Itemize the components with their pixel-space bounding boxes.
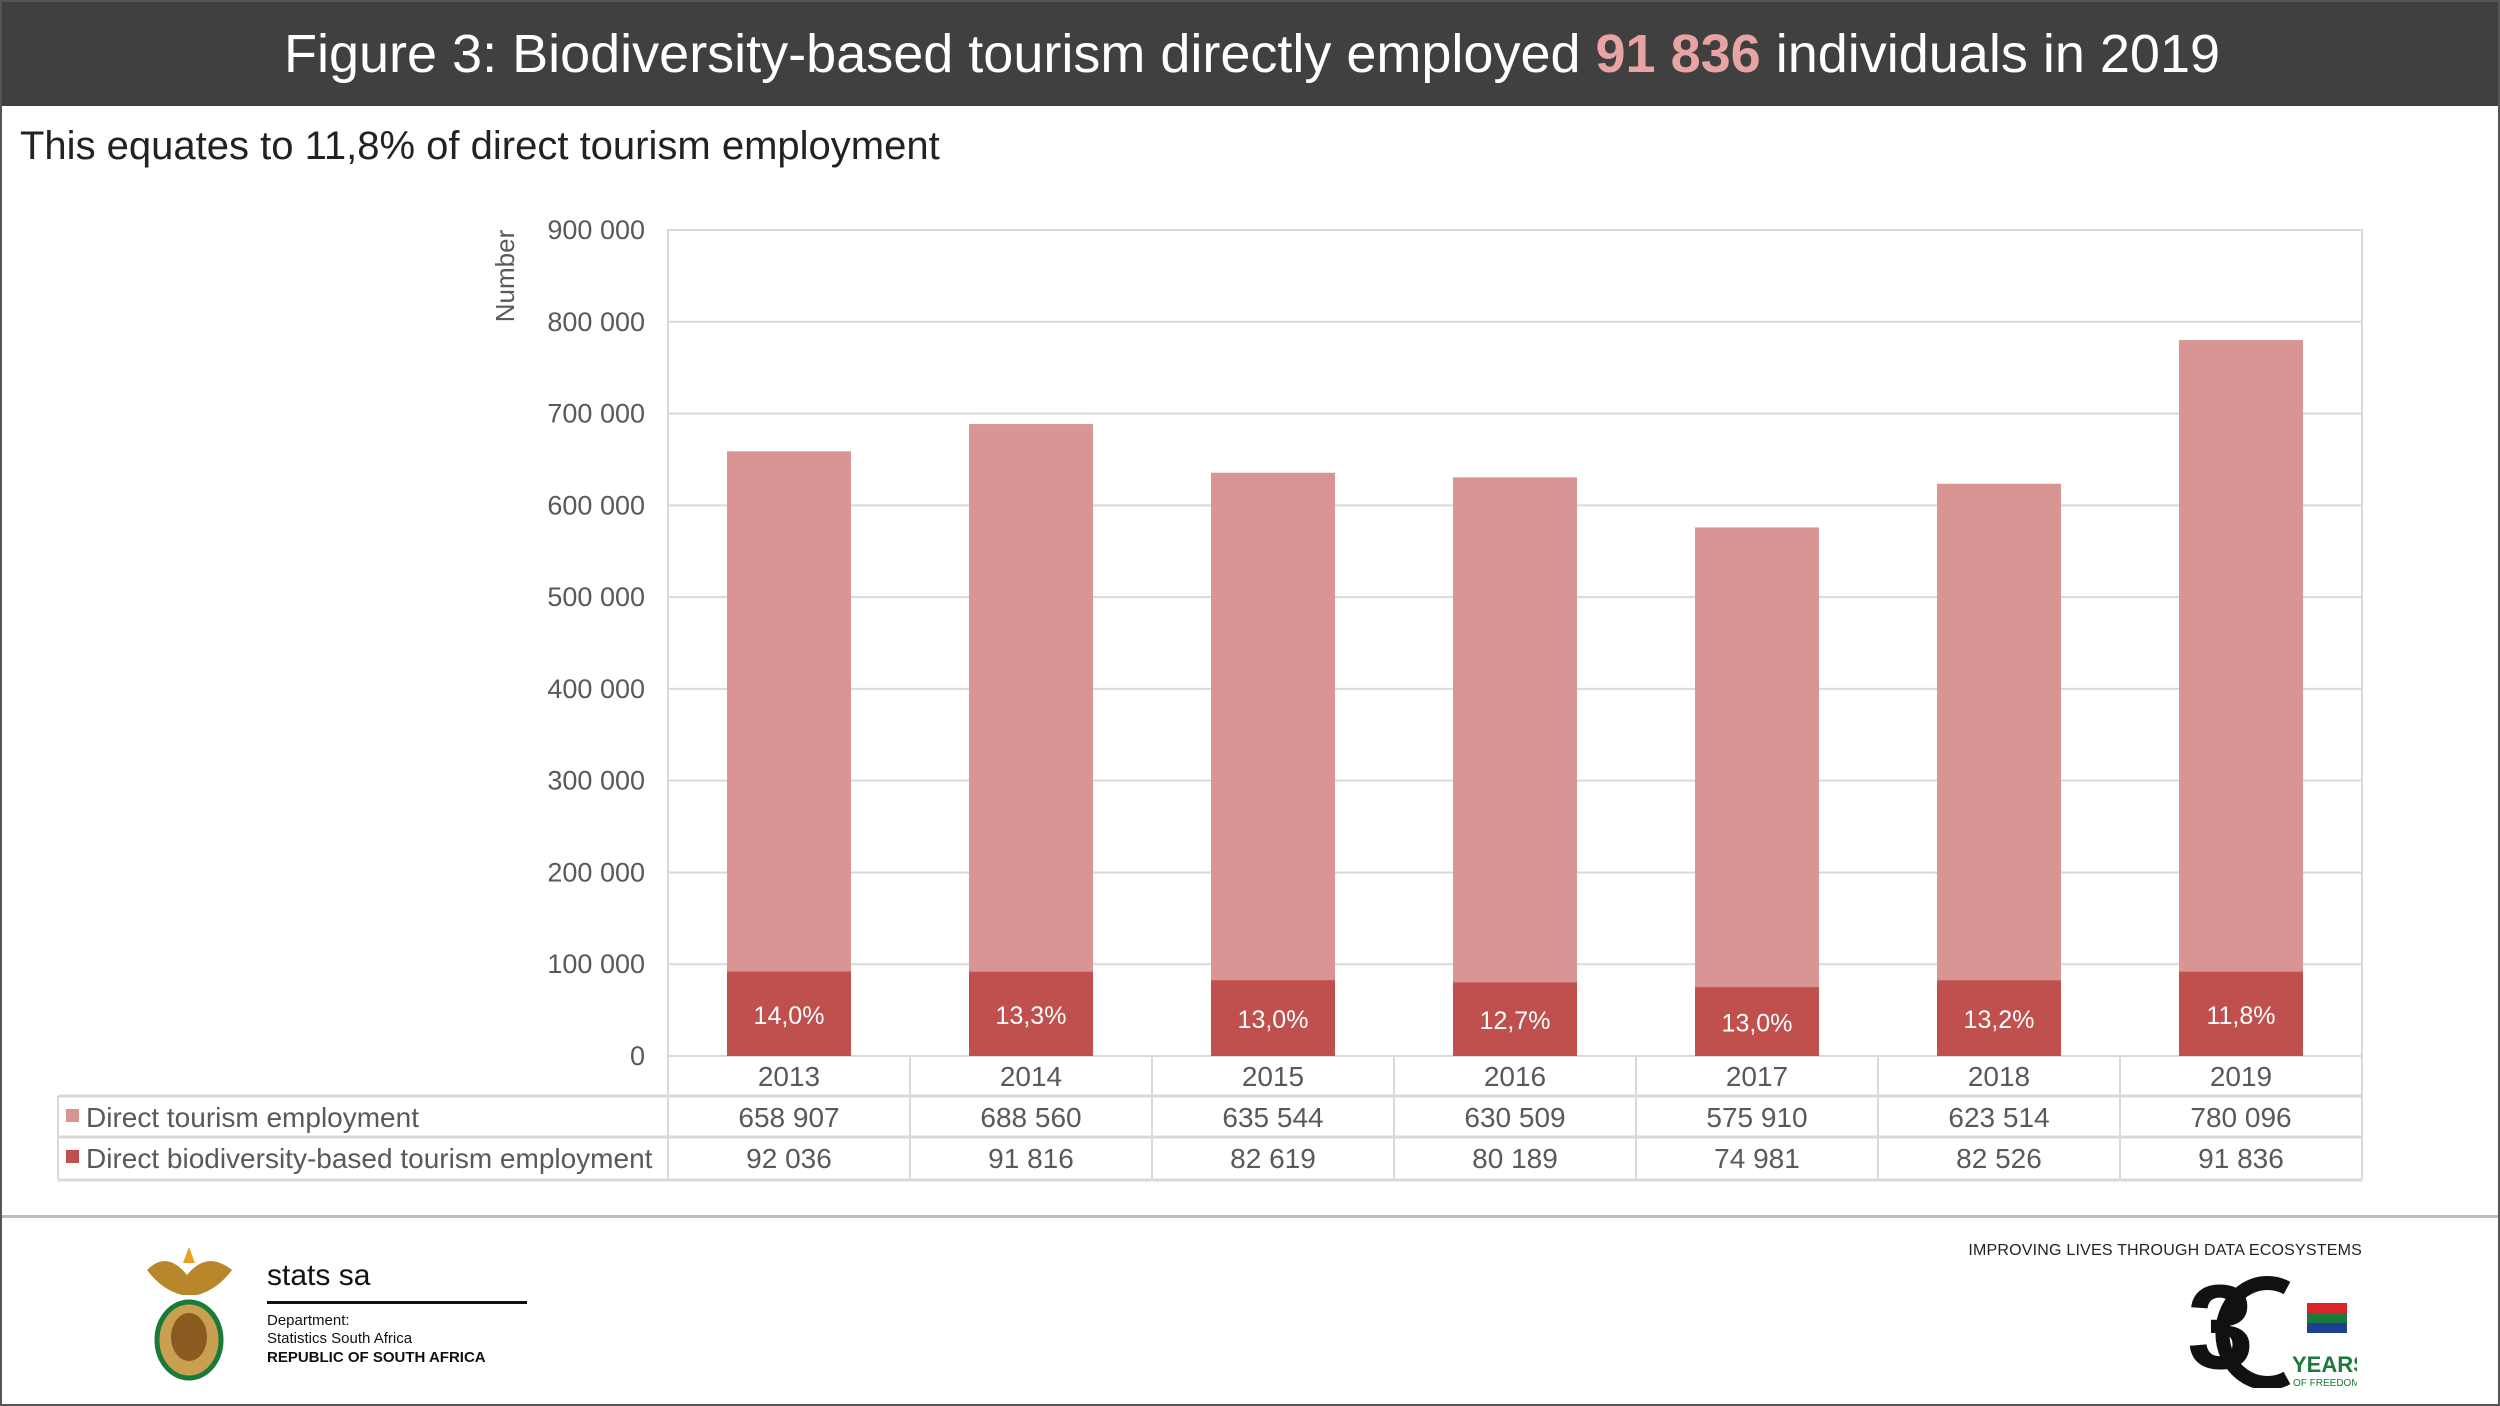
bar-direct-tourism [727, 451, 851, 1057]
table-cell: 82 526 [1956, 1143, 2042, 1174]
table-cell: 630 509 [1464, 1102, 1565, 1133]
bar-biodiversity-tourism [1695, 987, 1819, 1056]
y-tick-label: 0 [630, 1041, 645, 1071]
stacked-bar-chart: 0 100 000 200 000 300 000 400 000 500 000 600 … [57, 215, 2363, 1182]
table-cell: 658 907 [738, 1102, 839, 1133]
table-cell: 80 189 [1472, 1143, 1558, 1174]
30-years-of-freedom-logo: 3 YEARS OF FREEDOM [2187, 1268, 2357, 1388]
y-tick-label: 500 000 [547, 582, 645, 612]
data-label-percent: 13,0% [1238, 1006, 1309, 1034]
table-cell: 92 036 [746, 1143, 832, 1174]
bar-biodiversity-tourism [2179, 971, 2303, 1056]
subtitle: This equates to 11,8% of direct tourism … [20, 124, 940, 168]
org-name: Statistics South Africa [267, 1330, 413, 1347]
table-cell: 575 910 [1706, 1102, 1807, 1133]
bar-biodiversity-tourism [1211, 980, 1335, 1056]
data-label-percent: 11,8% [2206, 1002, 2275, 1030]
x-tick-label: 2013 [758, 1061, 820, 1092]
y-tick-label: 400 000 [547, 674, 645, 704]
y-tick-label: 300 000 [547, 766, 645, 796]
table-cell: 623 514 [1948, 1102, 2049, 1133]
y-tick-label: 100 000 [547, 949, 645, 979]
freedom-label: OF FREEDOM [2293, 1378, 2357, 1388]
bar-biodiversity-tourism [1937, 980, 2061, 1056]
tagline: IMPROVING LIVES THROUGH DATA ECOSYSTEMS [1968, 1242, 2362, 1259]
years-label: YEARS [2292, 1352, 2357, 1377]
y-tick-label: 600 000 [547, 490, 645, 520]
y-tick-label: 200 000 [547, 857, 645, 887]
x-tick-label: 2014 [1000, 1061, 1062, 1092]
x-tick-label: 2019 [2210, 1061, 2272, 1092]
data-label-percent: 13,0% [1722, 1010, 1793, 1038]
data-label-percent: 14,0% [754, 1002, 825, 1030]
bar-direct-tourism [1453, 477, 1577, 1056]
y-tick-label: 700 000 [547, 399, 645, 429]
footer-divider [2, 1215, 2498, 1218]
data-label-percent: 13,3% [996, 1002, 1067, 1030]
table-cell: 91 816 [988, 1143, 1074, 1174]
title-text: Figure 3: Biodiversity-based tourism dir… [283, 24, 1596, 84]
brand-name: stats sa [267, 1259, 371, 1292]
data-label-percent: 12,7% [1480, 1007, 1551, 1035]
table-cell: 91 836 [2198, 1143, 2284, 1174]
x-tick-label: 2018 [1968, 1061, 2030, 1092]
legend-swatch [66, 1109, 79, 1122]
table-cell: 74 981 [1714, 1143, 1800, 1174]
dept-label: Department: [267, 1312, 350, 1329]
y-tick-label: 900 000 [547, 215, 645, 245]
y-axis-label: Number [490, 229, 520, 322]
table-cell: 82 619 [1230, 1143, 1316, 1174]
x-tick-label: 2016 [1484, 1061, 1546, 1092]
bar-direct-tourism [1937, 483, 2061, 1057]
coat-of-arms-icon [147, 1247, 232, 1381]
legend-swatch [66, 1150, 79, 1163]
title-text-end: individuals in 2019 [1760, 24, 2221, 84]
legend-label: Direct tourism employment [86, 1102, 419, 1133]
bar-biodiversity-tourism [727, 971, 851, 1056]
legend-label: Direct biodiversity-based tourism employ… [86, 1143, 653, 1174]
x-tick-label: 2017 [1726, 1061, 1788, 1092]
bar-direct-tourism [2179, 340, 2303, 1056]
data-label-percent: 13,2% [1964, 1006, 2035, 1034]
title-highlight: 91 836 [1595, 24, 1761, 84]
stats-sa-logo: stats sa Department: Statistics South Af… [147, 1247, 527, 1381]
table-cell: 635 544 [1222, 1102, 1323, 1133]
bar-biodiversity-tourism [969, 971, 1093, 1056]
bar-direct-tourism [1695, 527, 1819, 1056]
table-cell: 688 560 [980, 1102, 1081, 1133]
figure-title: Figure 3: Biodiversity-based tourism dir… [2, 2, 2498, 106]
bar-direct-tourism [1211, 472, 1335, 1056]
bar-biodiversity-tourism [1453, 982, 1577, 1056]
x-tick-label: 2015 [1242, 1061, 1304, 1092]
table-cell: 780 096 [2190, 1102, 2291, 1133]
bar-direct-tourism [969, 424, 1093, 1056]
y-tick-label: 800 000 [547, 307, 645, 337]
country-name: REPUBLIC OF SOUTH AFRICA [267, 1349, 486, 1366]
